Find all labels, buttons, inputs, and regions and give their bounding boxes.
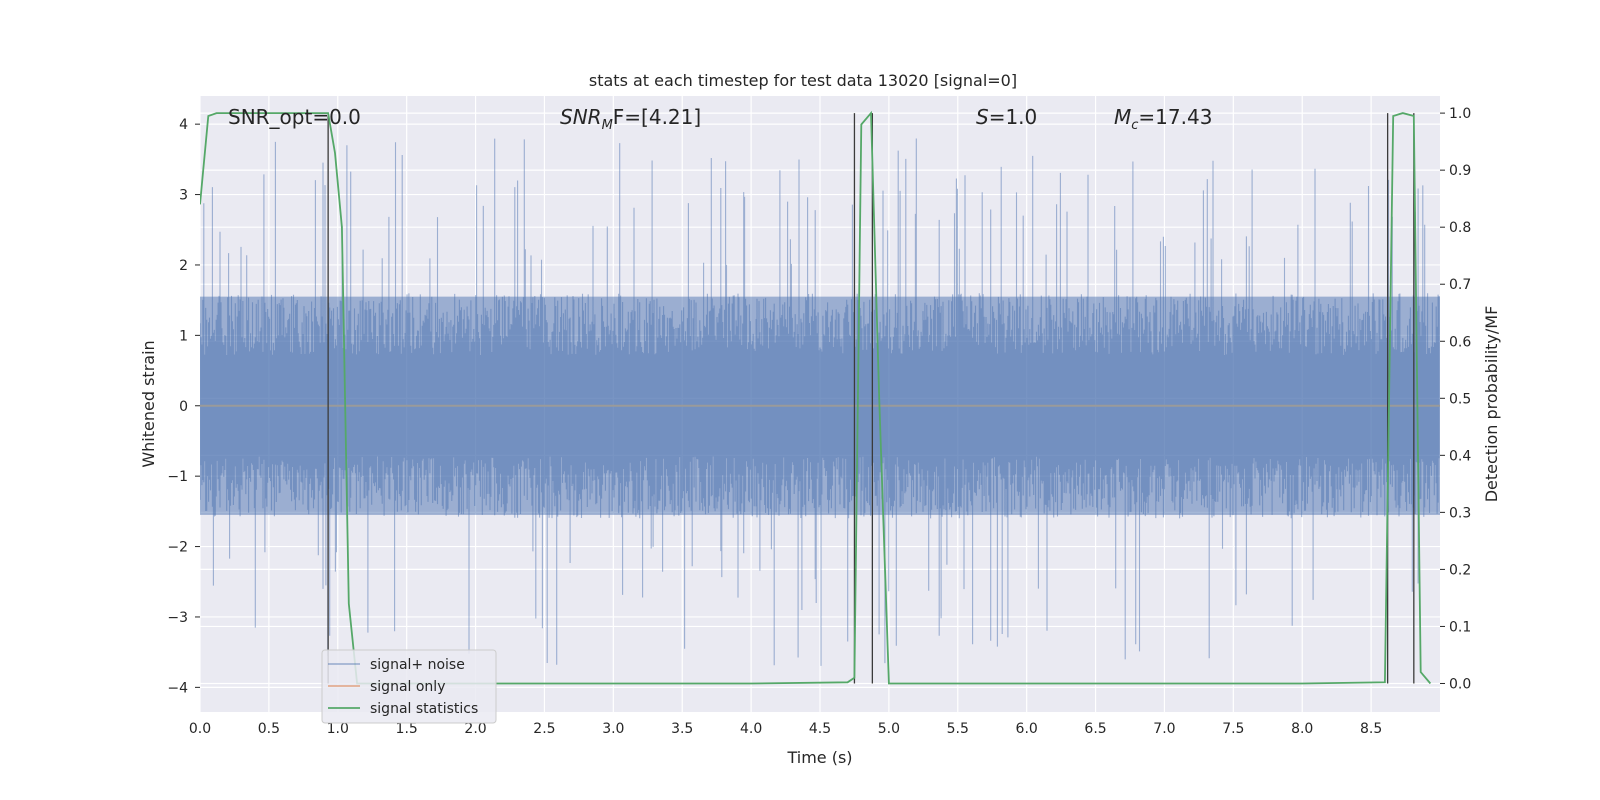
y-tick-label: −3: [167, 610, 188, 626]
x-tick-label: 8.5: [1360, 721, 1382, 737]
x-tick-label: 6.0: [1016, 721, 1038, 737]
x-tick-label: 0.0: [189, 721, 211, 737]
y2-tick-label: 0.1: [1449, 619, 1471, 635]
annotation-snr-opt: SNR_opt=0.0: [228, 105, 361, 129]
annotation-snr-mf-sub: M: [602, 118, 613, 133]
y-tick-label: −1: [167, 469, 188, 485]
statistics-line: [200, 110, 1432, 685]
x-tick-label: 3.0: [602, 721, 624, 737]
y-tick-label: 4: [179, 117, 188, 133]
annotation-mc-tail: =17.43: [1138, 105, 1212, 129]
y-tick-label: 2: [179, 258, 188, 274]
y2-tick-label: 0.8: [1449, 220, 1471, 236]
y-tick-label: −4: [167, 680, 188, 696]
y2-tick-label: 1.0: [1449, 106, 1471, 122]
annotations: SNR_opt=0.0 SNRMF=[4.21] S=1.0 Mc=17.43: [228, 105, 1212, 133]
x-tick-label: 6.5: [1084, 721, 1106, 737]
y-tick-label: −2: [167, 540, 188, 556]
x-tick-label: 5.0: [878, 721, 900, 737]
x-axis-label: Time (s): [786, 748, 852, 767]
x-tick-label: 7.5: [1222, 721, 1244, 737]
y2-tick-label: 0.7: [1449, 277, 1471, 293]
y-tick-label: 1: [179, 328, 188, 344]
x-tick-label: 5.5: [947, 721, 969, 737]
chart-title: stats at each timestep for test data 130…: [589, 71, 1017, 90]
x-tick-label: 4.0: [740, 721, 762, 737]
annotation-snr-mf-tail: F=[4.21]: [613, 105, 701, 129]
y2-tick-label: 0.9: [1449, 163, 1471, 179]
y-tick-label: 0: [179, 399, 188, 415]
series-signal-statistics: [200, 110, 1432, 685]
annotation-s-symbol: S: [976, 105, 989, 129]
y2-tick-label: 0.6: [1449, 334, 1471, 350]
annotation-mc: Mc=17.43: [1114, 105, 1212, 133]
x-tick-label: 7.0: [1153, 721, 1175, 737]
x-tick-label: 3.5: [671, 721, 693, 737]
y2-axis-label: Detection probability/MF: [1482, 306, 1501, 503]
legend-label-signal-only: signal only: [370, 679, 445, 695]
y2-tick-label: 0.0: [1449, 676, 1471, 692]
annotation-mc-sub: c: [1131, 118, 1138, 133]
annotation-snr-mf-symbol: SNR: [560, 105, 602, 129]
annotation-s: S=1.0: [976, 105, 1037, 129]
x-tick-label: 4.5: [809, 721, 831, 737]
y2-tick-label: 0.3: [1449, 505, 1471, 521]
legend-box: [321, 649, 497, 724]
y2-tick-label: 0.2: [1449, 562, 1471, 578]
legend-label-signal-noise: signal+ noise: [370, 657, 465, 673]
y-tick-label: 3: [179, 188, 188, 204]
x-tick-label: 0.5: [258, 721, 280, 737]
annotation-s-tail: =1.0: [989, 105, 1038, 129]
y2-axis-ticks: 1.0 0.9 0.8 0.7 0.6 0.5 0.4 0.3 0.2 0.1 0.0: [1440, 106, 1471, 692]
legend: signal+ noise signal only signal statist…: [321, 649, 497, 724]
x-tick-label: 2.5: [533, 721, 555, 737]
y2-tick-label: 0.5: [1449, 391, 1471, 407]
x-tick-label: 1.5: [396, 721, 418, 737]
x-tick-label: 8.0: [1291, 721, 1313, 737]
annotation-snr-mf: SNRMF=[4.21]: [560, 105, 701, 133]
annotation-mc-symbol: M: [1114, 105, 1131, 129]
x-tick-label: 1.0: [327, 721, 349, 737]
x-tick-label: 2.0: [464, 721, 486, 737]
y2-tick-label: 0.4: [1449, 448, 1471, 464]
y-axis-label: Whitened strain: [139, 340, 158, 467]
x-axis-ticks: 0.0 0.5 1.0 1.5 2.0 2.5 3.0 3.5 4.0 4.5 5.0 5.5 6.0 6…: [189, 721, 1382, 737]
legend-label-signal-statistics: signal statistics: [370, 701, 478, 717]
vertical-markers: [327, 113, 1415, 684]
y-axis-ticks: 4 3 2 1 0 −1 −2 −3 −4: [167, 117, 200, 696]
